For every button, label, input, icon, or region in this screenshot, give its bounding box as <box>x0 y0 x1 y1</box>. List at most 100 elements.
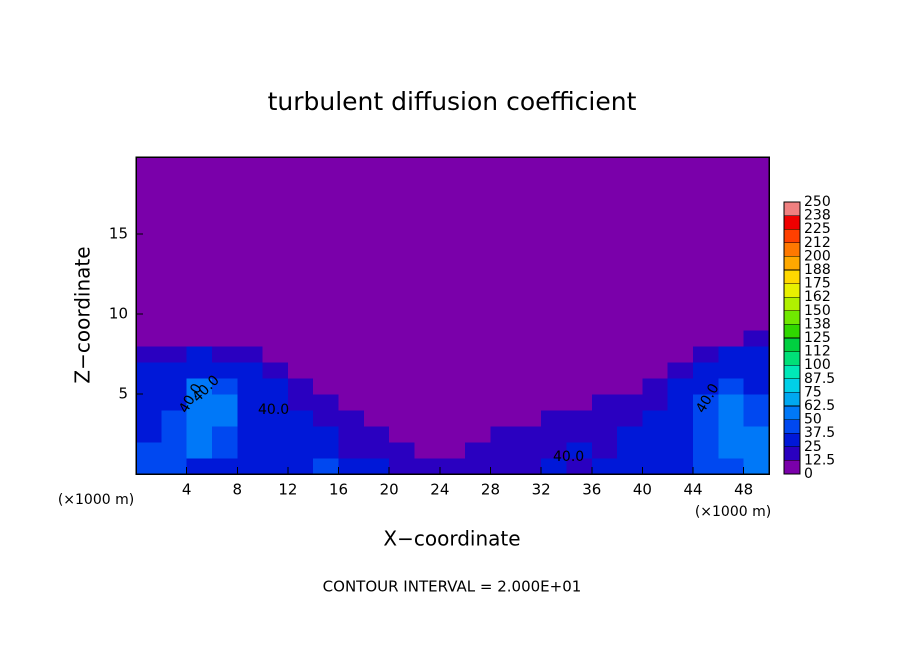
cell <box>313 377 340 395</box>
cell <box>490 457 517 475</box>
cell <box>389 329 416 347</box>
cell <box>515 393 542 411</box>
cell <box>541 393 567 411</box>
x-tick-label: 48 <box>734 481 753 499</box>
x-tick-label: 4 <box>182 481 192 499</box>
cell <box>338 361 365 379</box>
cell <box>313 393 340 411</box>
y-axis-label: Z−coordinate <box>71 246 95 383</box>
cell <box>465 393 491 411</box>
cell <box>439 345 466 363</box>
cell <box>591 425 618 443</box>
cell <box>338 329 365 347</box>
plot-frame <box>135 156 770 475</box>
cell <box>490 441 517 459</box>
cell <box>566 409 593 427</box>
colorbar-swatch <box>783 351 801 366</box>
cell <box>136 345 162 363</box>
cell <box>718 393 745 411</box>
colorbar-label: 37.5 <box>804 425 835 441</box>
cell <box>136 157 162 331</box>
cell <box>566 329 593 347</box>
cell <box>667 377 694 395</box>
cell <box>414 345 441 363</box>
cell <box>313 409 340 427</box>
cell <box>363 457 390 475</box>
cell <box>743 377 770 395</box>
cell <box>389 441 416 459</box>
cell <box>465 441 491 459</box>
cell <box>211 157 238 331</box>
cell <box>439 393 466 411</box>
cell <box>541 157 567 331</box>
cell <box>262 157 289 331</box>
cell <box>566 157 593 331</box>
cell <box>237 361 264 379</box>
colorbar-label: 138 <box>804 316 831 332</box>
cell <box>743 393 770 411</box>
cell <box>161 361 188 379</box>
cell <box>338 157 365 331</box>
contour-label: 40.0 <box>258 402 289 418</box>
cell <box>718 329 745 347</box>
cell <box>136 393 162 411</box>
cell <box>237 393 264 411</box>
cell <box>414 409 441 427</box>
cell <box>186 457 213 475</box>
cell <box>414 377 441 395</box>
cell <box>262 393 289 411</box>
cell <box>262 457 289 475</box>
cell <box>136 377 162 395</box>
cell <box>693 157 719 331</box>
cell <box>389 361 416 379</box>
colorbar-swatch <box>783 378 801 393</box>
cell <box>338 377 365 395</box>
colorbar-label: 125 <box>804 330 831 346</box>
cell <box>439 457 466 475</box>
colorbar-label: 200 <box>804 248 831 264</box>
cell <box>490 425 517 443</box>
colorbar-label: 87.5 <box>804 371 835 387</box>
cell <box>363 361 390 379</box>
colorbar-label: 112 <box>804 344 831 360</box>
cell <box>287 345 314 363</box>
cell <box>490 157 517 331</box>
cell <box>237 441 264 459</box>
cell <box>617 425 643 443</box>
colorbar-swatch <box>783 256 801 271</box>
cell <box>541 329 567 347</box>
colorbar-swatch <box>783 405 801 420</box>
cell <box>439 361 466 379</box>
cell <box>693 457 719 475</box>
cell <box>161 457 188 475</box>
colorbar-swatch <box>783 269 801 284</box>
x-unit: (×1000 m) <box>58 492 134 508</box>
cell <box>642 345 669 363</box>
cell <box>186 345 213 363</box>
colorbar-swatch <box>783 460 801 475</box>
cell <box>186 377 213 395</box>
colorbar-swatch <box>783 324 801 339</box>
x-unit: (×1000 m) <box>695 504 771 520</box>
cell <box>363 441 390 459</box>
cell <box>667 409 694 427</box>
cell <box>566 377 593 395</box>
cell <box>262 409 289 427</box>
colorbar-label: 175 <box>804 276 831 292</box>
cell <box>363 425 390 443</box>
cell <box>363 329 390 347</box>
cell <box>515 377 542 395</box>
cell <box>743 425 770 443</box>
cell <box>718 425 745 443</box>
cell <box>465 425 491 443</box>
cell <box>439 329 466 347</box>
cell <box>161 425 188 443</box>
cell <box>313 441 340 459</box>
cell <box>591 157 618 331</box>
cell <box>490 377 517 395</box>
cell <box>743 409 770 427</box>
cell <box>161 441 188 459</box>
cell <box>693 425 719 443</box>
cell <box>439 409 466 427</box>
